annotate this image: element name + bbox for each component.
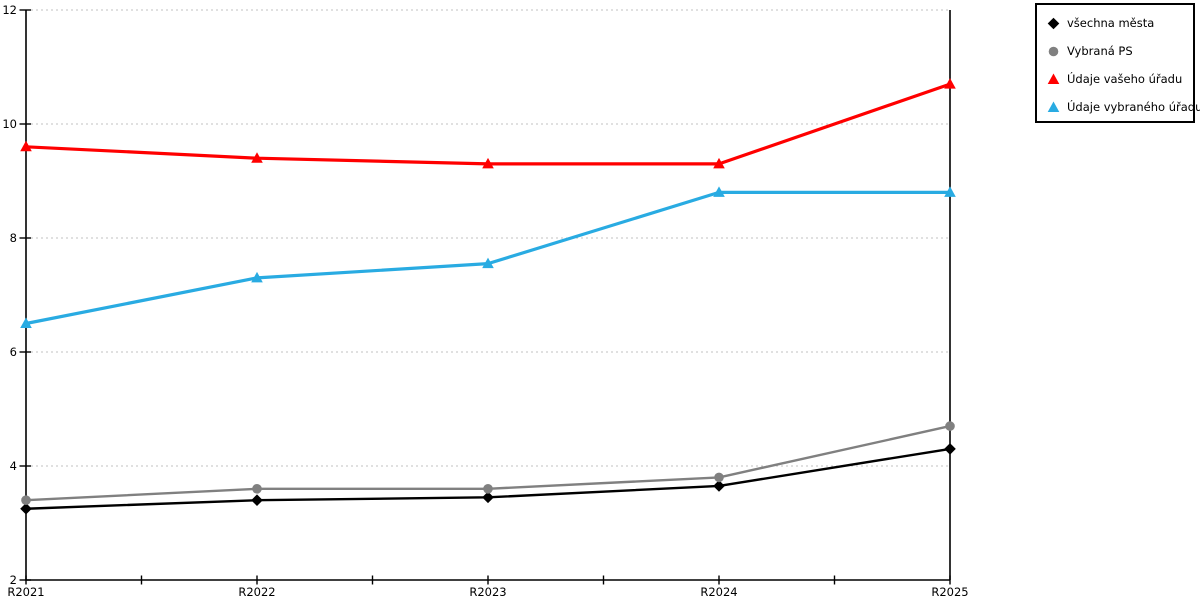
data-point	[21, 495, 31, 506]
x-axis-label: R2021	[7, 585, 44, 599]
legend-item: všechna města	[1037, 9, 1193, 37]
x-axis-label: R2022	[238, 585, 275, 599]
data-point	[251, 271, 263, 283]
legend-marker-shape	[1048, 46, 1059, 57]
x-axis-label: R2025	[931, 585, 968, 599]
data-point	[251, 152, 263, 163]
data-point	[944, 186, 956, 197]
legend-item-label: všechna města	[1067, 16, 1155, 30]
data-point	[20, 140, 32, 152]
chart-legend: všechna města Vybraná PS Údaje vašeho úřad…	[1035, 3, 1200, 123]
legend-item-label: Vybraná PS	[1067, 44, 1133, 58]
y-axis-label: 4	[10, 459, 17, 473]
data-point	[20, 317, 32, 328]
data-point	[252, 484, 262, 494]
legend-triangle-icon	[1047, 73, 1060, 84]
legend-item: Vybraná PS	[1037, 37, 1193, 65]
legend-marker-shape	[1047, 17, 1060, 30]
y-axis-label: 10	[2, 117, 17, 131]
data-point	[713, 157, 725, 169]
data-point	[944, 443, 956, 455]
data-point	[482, 157, 494, 169]
y-axis-label: 6	[10, 345, 17, 359]
data-point	[482, 491, 494, 504]
y-axis-label: 2	[10, 573, 17, 587]
data-point	[251, 494, 263, 506]
x-axis-label: R2024	[700, 585, 737, 599]
data-point	[713, 480, 725, 492]
legend-item: Údaje vašeho úřadu	[1037, 65, 1193, 93]
data-point	[482, 257, 494, 269]
legend-marker-shape	[1047, 101, 1060, 112]
y-axis-label: 12	[2, 3, 17, 17]
data-point	[945, 421, 955, 431]
legend-circle-icon	[1048, 46, 1059, 57]
x-axis-label: R2023	[469, 585, 506, 599]
legend-item: Údaje vybraného úřadu	[1037, 93, 1200, 121]
data-point	[714, 472, 724, 483]
legend-triangle-icon	[1047, 101, 1060, 112]
data-point	[20, 502, 32, 515]
data-point	[483, 484, 493, 494]
legend-marker-shape	[1047, 73, 1060, 84]
legend-item-label: Údaje vašeho úřadu	[1067, 72, 1183, 86]
y-axis-label: 8	[10, 231, 17, 245]
data-point	[713, 186, 725, 197]
legend-item-label: Údaje vybraného úřadu	[1067, 100, 1200, 114]
data-point	[944, 78, 956, 89]
legend-diamond-icon	[1047, 17, 1060, 30]
